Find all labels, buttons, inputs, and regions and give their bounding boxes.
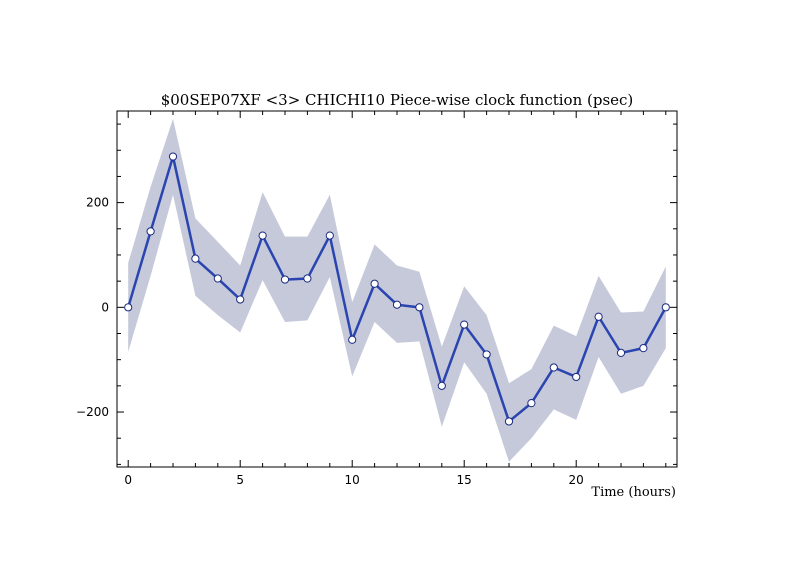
data-point <box>415 303 424 312</box>
y-tick-label: −200 <box>76 405 109 419</box>
data-point <box>661 303 670 312</box>
x-tick-label: 15 <box>457 473 472 487</box>
data-point <box>527 399 536 408</box>
x-tick-label: 0 <box>124 473 132 487</box>
x-tick-label: 10 <box>345 473 360 487</box>
error-band <box>128 118 666 462</box>
data-point <box>236 295 245 304</box>
marker-layer <box>124 152 670 426</box>
data-point <box>482 350 491 359</box>
tick-layer: 0 5 10 15 20 −200 0 200 <box>76 111 677 487</box>
data-point <box>392 300 402 309</box>
chart-title: $00SEP07XF <3> CHICHI10 Piece-wise clock… <box>161 91 634 109</box>
data-point <box>258 231 267 240</box>
data-point <box>124 303 133 312</box>
data-point <box>504 417 514 426</box>
error-band-layer <box>128 118 666 462</box>
data-point <box>460 320 469 329</box>
data-point <box>437 381 446 390</box>
data-point <box>213 274 222 283</box>
data-point <box>146 227 155 236</box>
data-point <box>280 275 290 284</box>
data-point <box>616 348 626 357</box>
data-point <box>639 344 648 353</box>
x-tick-label: 5 <box>236 473 244 487</box>
data-point <box>191 254 200 263</box>
data-point <box>325 231 334 240</box>
data-point <box>370 279 379 288</box>
y-tick-label: 0 <box>101 300 109 314</box>
data-point <box>168 152 178 161</box>
y-tick-label: 200 <box>86 196 109 210</box>
data-point <box>549 363 558 372</box>
data-point <box>303 274 312 283</box>
x-axis-label: Time (hours) <box>591 485 676 500</box>
data-point <box>572 372 581 382</box>
data-point <box>348 335 357 344</box>
x-tick-label: 20 <box>569 473 584 487</box>
data-point <box>594 312 603 321</box>
